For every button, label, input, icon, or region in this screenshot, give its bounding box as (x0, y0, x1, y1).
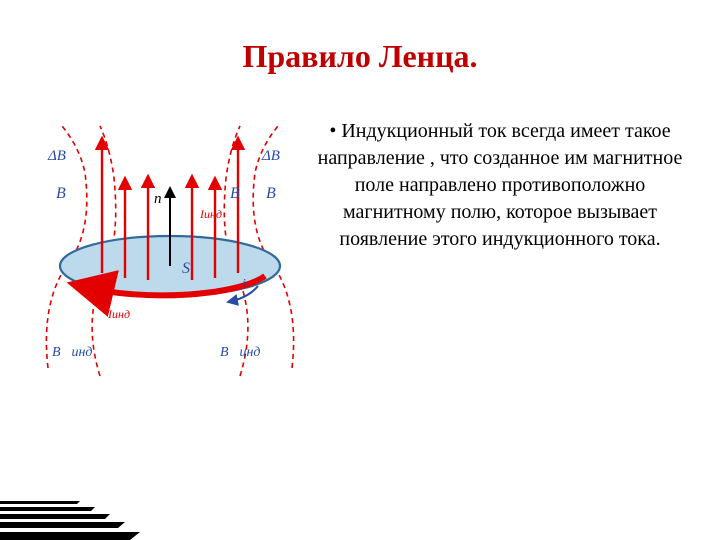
s-label: S (182, 260, 190, 277)
b-label-right-1: B⃗ (230, 185, 252, 202)
n-label: n⃗ (154, 191, 173, 207)
db-label-right: ΔB⃗ (261, 148, 292, 164)
lenz-diagram: ΔB⃗ ΔB⃗ B⃗ B⃗ B⃗ n⃗ S i⃗ Iинд Iинд B⃗инд… (30, 118, 310, 388)
b-label-right-2: B⃗ (266, 185, 288, 202)
b-label-left: B⃗ (56, 185, 78, 202)
slide: Правило Ленца. • Индукционный ток всегда… (0, 0, 720, 540)
iind-label-bottom: Iинд (107, 307, 130, 321)
bind-label-right: B⃗инд (220, 345, 260, 360)
body-text: • Индукционный ток всегда имеет такое на… (310, 118, 690, 253)
slide-title: Правило Ленца. (0, 38, 720, 75)
i-label: i⃗ (242, 277, 257, 292)
bullet: • (329, 120, 336, 142)
bind-label-left: B⃗инд (52, 345, 92, 360)
db-label-left: ΔB⃗ (47, 148, 78, 164)
iind-label-top: Iинд (199, 207, 222, 221)
corner-accent (0, 490, 170, 540)
body-content: Индукционный ток всегда имеет такое напр… (318, 120, 683, 250)
